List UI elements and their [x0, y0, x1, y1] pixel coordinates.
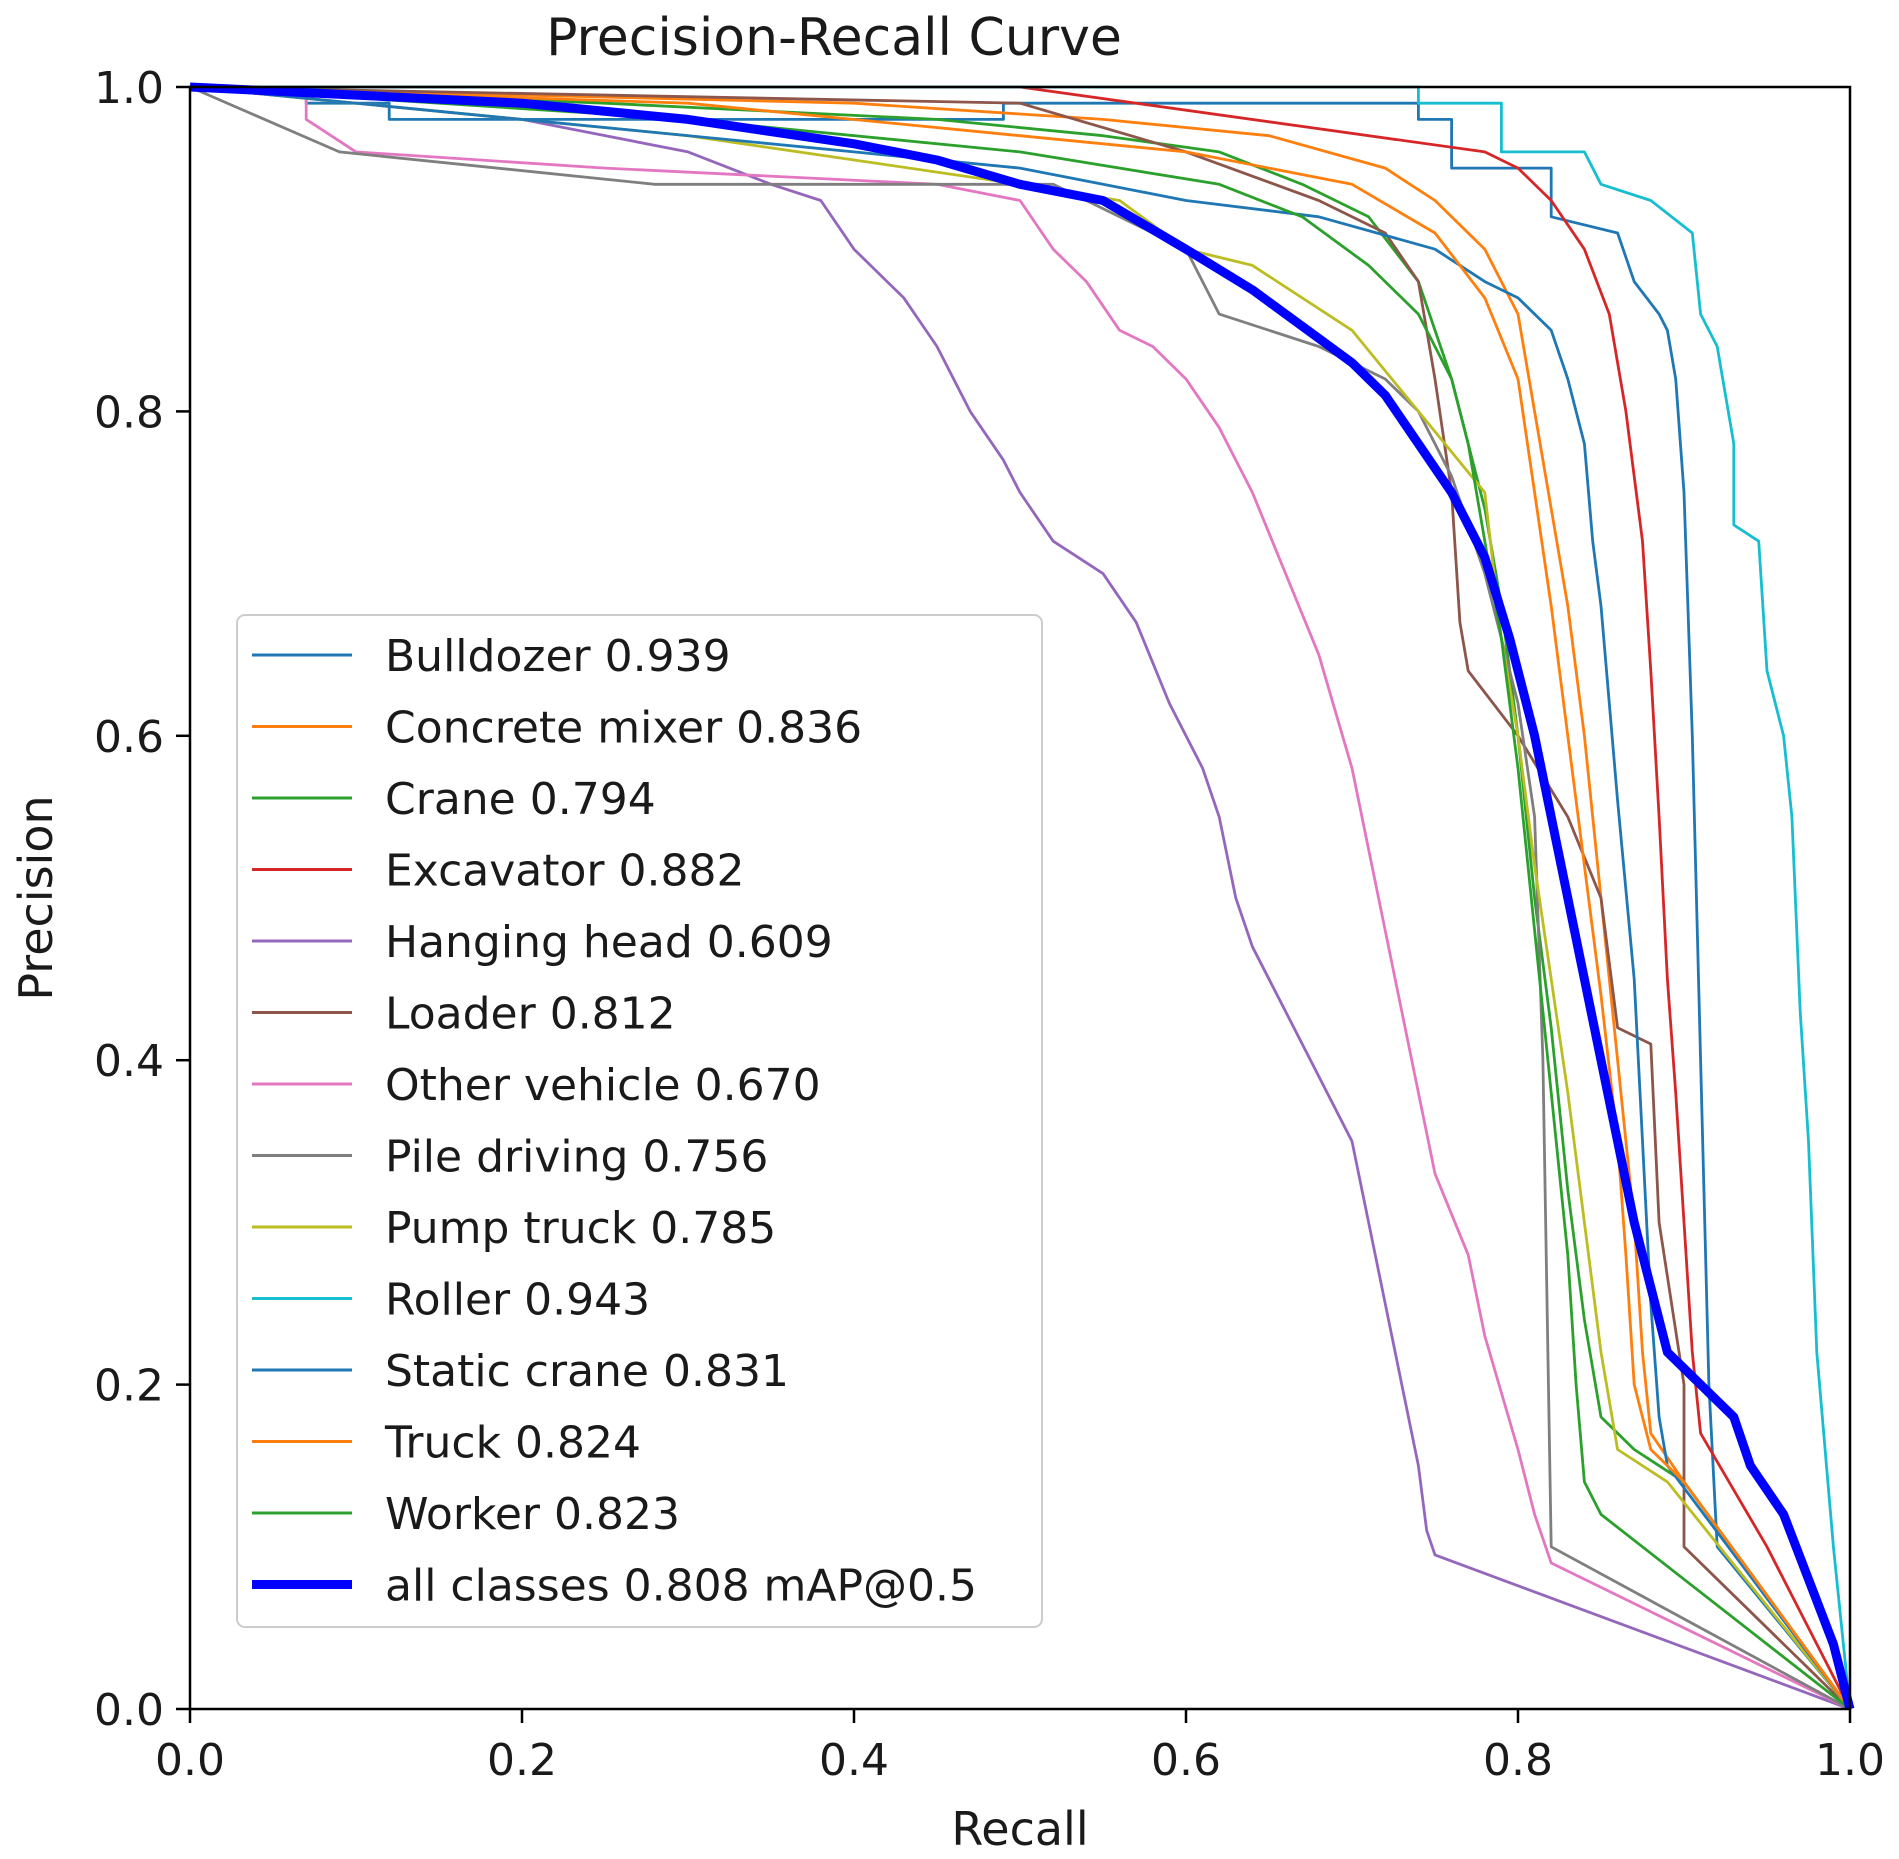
series-line-12: [189, 85, 1852, 1710]
series-line-10: [190, 85, 1852, 1710]
y-tick-label-3: 0.6: [94, 712, 164, 763]
y-tick-label-0: 0.0: [94, 1685, 164, 1736]
series-line-7: [190, 85, 1851, 1711]
series-line-5: [189, 85, 1851, 1711]
series-line-8: [189, 85, 1851, 1711]
y-axis-ticks: 0.0 0.2 0.4 0.6 0.8 1.0: [94, 63, 190, 1736]
legend-label-10: Roller 0.943: [385, 1275, 650, 1326]
y-tick-label-4: 0.8: [94, 387, 164, 438]
x-axis-label: Recall: [951, 1802, 1088, 1856]
y-axis-label: Precision: [9, 795, 63, 1000]
series-line-2: [189, 85, 1852, 1710]
series-line-6: [189, 85, 1851, 1711]
legend-label-7: Other vehicle 0.670: [385, 1060, 821, 1111]
series-line-1: [190, 85, 1852, 1710]
x-tick-label-5: 1.0: [1815, 1735, 1885, 1786]
x-tick-label-1: 0.2: [487, 1735, 557, 1786]
series-group: [189, 82, 1855, 1711]
y-tick-label-1: 0.2: [94, 1361, 164, 1412]
legend-label-3: Crane 0.794: [385, 774, 656, 825]
legend-label-9: Pump truck 0.785: [385, 1203, 776, 1254]
plot-frame: [188, 85, 1852, 1711]
y-tick-label-5: 1.0: [94, 63, 164, 114]
series-line-11: [189, 85, 1852, 1710]
legend-box: [236, 614, 1043, 1628]
x-axis-ticks: 0.0 0.2 0.4 0.6 0.8 1.0: [155, 1709, 1885, 1786]
series-line-13: [189, 85, 1851, 1711]
legend-label-8: Pile driving 0.756: [385, 1132, 768, 1183]
chart-title: Precision-Recall Curve: [546, 8, 1122, 68]
legend-label-4: Excavator 0.882: [385, 846, 744, 897]
legend-label-1: Bulldozer 0.939: [385, 631, 731, 682]
x-tick-label-4: 0.8: [1483, 1735, 1553, 1786]
y-tick-label-2: 0.4: [94, 1036, 164, 1087]
legend-label-13: Worker 0.823: [385, 1489, 680, 1540]
legend-label-12: Truck 0.824: [384, 1418, 641, 1469]
legend-label-5: Hanging head 0.609: [385, 917, 833, 968]
series-line-4: [190, 85, 1852, 1710]
series-line-14: [189, 82, 1855, 1711]
x-tick-label-0: 0.0: [155, 1735, 225, 1786]
legend-label-11: Static crane 0.831: [385, 1346, 789, 1397]
legend-label-6: Loader 0.812: [385, 989, 676, 1040]
legend: Bulldozer 0.939 Concrete mixer 0.836 Crane…: [236, 614, 1043, 1628]
x-tick-label-2: 0.4: [819, 1735, 889, 1786]
legend-label-14: all classes 0.808 mAP@0.5: [385, 1561, 977, 1612]
x-tick-label-3: 0.6: [1151, 1735, 1221, 1786]
legend-label-2: Concrete mixer 0.836: [385, 703, 862, 754]
